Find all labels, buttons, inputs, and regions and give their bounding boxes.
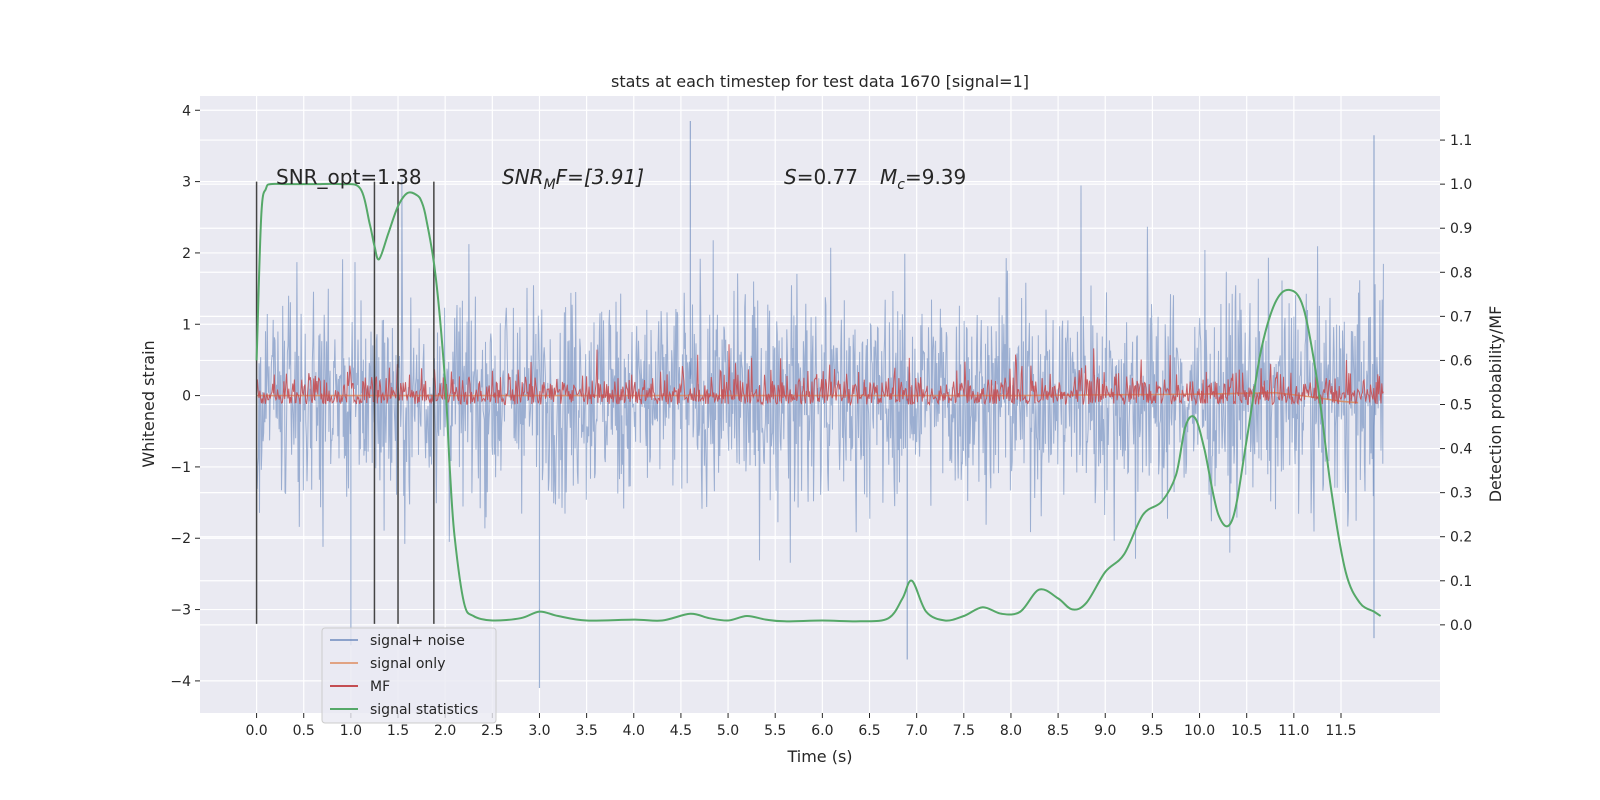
x-tick-label: 2.5 (481, 723, 503, 739)
x-tick-label: 1.0 (340, 723, 362, 739)
y2-tick-label: 1.1 (1450, 133, 1472, 149)
y2-tick-label: 0.0 (1450, 618, 1472, 634)
y2-tick-label: 0.8 (1450, 265, 1472, 281)
x-axis-title: Time (s) (786, 747, 852, 766)
x-tick-label: 4.5 (670, 723, 692, 739)
y-tick-label: 2 (182, 246, 191, 262)
x-tick-label: 0.0 (245, 723, 267, 739)
y2-tick-label: 0.9 (1450, 221, 1472, 237)
legend-label-signal-noise: signal+ noise (370, 633, 465, 649)
y-tick-label: 0 (182, 389, 191, 405)
legend-label-signal-statistics: signal statistics (370, 702, 478, 718)
x-tick-label: 8.5 (1047, 723, 1069, 739)
x-tick-label: 3.5 (575, 723, 597, 739)
y-tick-label: −4 (170, 674, 191, 690)
x-tick-label: 5.0 (717, 723, 739, 739)
mc-label: M (880, 165, 897, 189)
x-tick-label: 9.0 (1094, 723, 1116, 739)
s-label: S (784, 165, 797, 189)
y2-tick-label: 0.2 (1450, 530, 1472, 546)
y2-tick-label: 0.7 (1450, 309, 1472, 325)
x-tick-label: 1.5 (387, 723, 409, 739)
y2-tick-label: 0.5 (1450, 398, 1472, 414)
y-tick-label: 4 (182, 103, 191, 119)
snr-mf-prefix: SNR (502, 165, 544, 189)
snr-mf-subscript: M (544, 177, 556, 193)
y2-tick-label: 0.4 (1450, 442, 1472, 458)
mf-series (256, 344, 1384, 407)
axis-ticks: 0.0 0.5 1.0 1.5 2.0 2.5 3.0 3.5 4.0 4.5 5.0 5.5 6.0 6… (170, 103, 1472, 739)
x-tick-label: 10.5 (1231, 723, 1262, 739)
x-tick-label: 11.5 (1325, 723, 1356, 739)
y-tick-label: −1 (170, 460, 191, 476)
snr-mf-suffix: F=[3.91] (556, 165, 644, 189)
x-tick-label: 8.0 (1000, 723, 1022, 739)
annotation-s: S=0.77 (784, 165, 858, 189)
legend-label-signal-only: signal only (370, 656, 445, 672)
mc-value: =9.39 (905, 165, 966, 189)
x-tick-label: 9.5 (1141, 723, 1163, 739)
y2-tick-label: 0.6 (1450, 353, 1472, 369)
x-tick-label: 5.5 (764, 723, 786, 739)
x-tick-label: 11.0 (1278, 723, 1309, 739)
x-tick-label: 7.5 (953, 723, 975, 739)
y-tick-label: −2 (170, 531, 191, 547)
x-tick-label: 3.0 (528, 723, 550, 739)
signal-statistics-line (255, 182, 1382, 623)
x-tick-label: 2.0 (434, 723, 456, 739)
y-tick-label: −3 (170, 603, 191, 619)
y-tick-label: 3 (182, 175, 191, 191)
x-tick-label: 6.5 (858, 723, 880, 739)
mc-subscript: c (897, 177, 905, 193)
y-axis-title: Whitened strain (139, 340, 158, 467)
signal-noise-line (256, 179, 1384, 563)
annotation-snr-opt: SNR_opt=1.38 (276, 165, 422, 189)
y2-tick-label: 0.3 (1450, 486, 1472, 502)
mf-line (256, 344, 1384, 407)
x-tick-label: 4.0 (623, 723, 645, 739)
x-tick-label: 0.5 (293, 723, 315, 739)
chart-title: stats at each timestep for test data 167… (611, 72, 1029, 91)
x-tick-label: 10.0 (1184, 723, 1215, 739)
legend-box (321, 627, 497, 724)
signal-noise-series (256, 120, 1384, 689)
x-tick-label: 6.0 (811, 723, 833, 739)
s-value: =0.77 (797, 165, 858, 189)
legend-label-mf: MF (370, 679, 390, 695)
signal-statistics-series (255, 182, 1382, 623)
event-markers (255, 181, 435, 624)
annotation-snr-mf: SNRMF=[3.91] (502, 165, 644, 193)
y2-tick-label: 1.0 (1450, 177, 1472, 193)
y2-tick-label: 0.1 (1450, 574, 1472, 590)
y-tick-label: 1 (182, 317, 191, 333)
y2-axis-title: Detection probability/MF (1486, 306, 1505, 503)
annotation-mc: Mc=9.39 (880, 165, 966, 193)
x-tick-label: 7.0 (906, 723, 928, 739)
legend: signal+ noise signal only MF signal stat… (321, 627, 497, 724)
